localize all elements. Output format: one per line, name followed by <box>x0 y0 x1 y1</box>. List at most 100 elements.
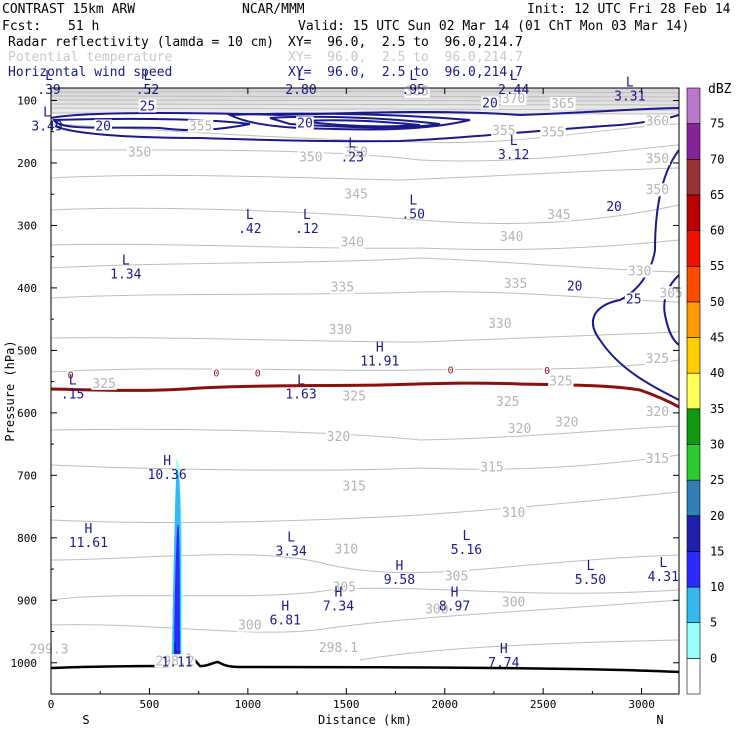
theta-label-bg <box>28 642 70 656</box>
theta-label: 298.2 <box>155 654 194 669</box>
colorbar-label: 35 <box>710 402 724 416</box>
theta-label: 355 <box>541 126 564 141</box>
colorbar-label: 25 <box>710 473 724 487</box>
theta-label: 335 <box>331 281 354 296</box>
colorbar-label: 70 <box>710 152 724 166</box>
colorbar-swatch <box>686 444 701 481</box>
zero-contour-label: 0 <box>213 369 219 380</box>
extremum-value: 9.58 <box>384 573 415 588</box>
colorbar-swatch <box>686 479 701 517</box>
theta-label-bg <box>644 404 671 418</box>
field-2-xy: XY= 96.0, 2.5 to 96.0,214.7 <box>288 50 523 65</box>
extremum-value: .95 <box>401 83 424 98</box>
y-tick-label: 700 <box>17 469 37 482</box>
zero-contour-line <box>51 381 679 409</box>
theta-label-bg <box>443 569 470 583</box>
extremum-value: 3.34 <box>276 544 307 559</box>
theta-label-bg <box>658 286 684 300</box>
theta-label: 350 <box>646 152 669 167</box>
colorbar-label: 0 <box>710 651 717 665</box>
extremum-value: .50 <box>401 208 424 223</box>
theta-label: 320 <box>646 405 669 420</box>
extremum-value: 7.34 <box>323 599 354 614</box>
zero-contour-label: 0 <box>544 366 550 377</box>
extremum-value: 7.74 <box>488 656 519 671</box>
fcst-label: Fcst: <box>2 19 42 34</box>
x-tick-label: 3000 <box>628 698 655 711</box>
colorbar-swatch <box>686 158 701 196</box>
zero-contour-label: 0 <box>448 366 454 377</box>
extremum-marker: L <box>462 529 470 544</box>
theta-label: 340 <box>500 230 523 245</box>
theta-label-bg <box>548 374 574 388</box>
zero-contour-label-bg <box>212 368 221 379</box>
theta-label: 360 <box>646 114 669 129</box>
extremum-value: 1.11 <box>161 656 192 671</box>
theta-label: 298.1 <box>319 641 358 656</box>
x-axis-left-end: S <box>82 713 89 727</box>
theta-label-bg <box>644 183 671 197</box>
colorbar-swatch <box>686 337 701 374</box>
theta-label-bg <box>126 145 153 159</box>
extremum-marker: L <box>144 69 152 84</box>
theta-label-bg <box>237 618 263 632</box>
theta-label: 310 <box>335 542 358 557</box>
colorbar-label: 65 <box>710 188 724 202</box>
extremum-marker: L <box>122 254 130 269</box>
theta-label-bg <box>325 429 352 443</box>
valid-time: Valid: 15 UTC Sun 02 Mar 14 (01 ChT Mon … <box>298 19 690 34</box>
theta-label: 320 <box>555 416 578 431</box>
theta-label-bg <box>154 654 196 668</box>
x-tick-label: 1000 <box>235 698 262 711</box>
y-tick-label: 800 <box>17 532 37 545</box>
theta-label-bg <box>644 451 671 465</box>
colorbar-swatch <box>686 515 701 552</box>
theta-label-bg <box>298 150 324 164</box>
extremum-value: 8.97 <box>439 599 470 614</box>
theta-label-bg <box>487 316 513 330</box>
colorbar-label: 20 <box>710 509 724 523</box>
theta-label: 350 <box>128 146 151 161</box>
extremum-marker: L <box>246 208 254 223</box>
theta-label: 325 <box>496 395 519 410</box>
org-name: NCAR/MMM <box>242 2 305 17</box>
theta-label-bg <box>540 125 566 139</box>
extremum-value: 10.36 <box>148 468 187 483</box>
colorbar-swatch <box>686 586 701 624</box>
theta-label: 325 <box>549 374 572 389</box>
colorbar-label: 40 <box>710 366 724 380</box>
colorbar-label: 60 <box>710 224 724 238</box>
colorbar-swatch <box>686 408 701 445</box>
theta-label: 315 <box>480 461 503 476</box>
colorbar-swatch <box>686 551 701 588</box>
extremum-value: .39 <box>37 83 60 98</box>
wind-speed-label-bg <box>481 96 499 110</box>
wind-speed-label: 20 <box>567 279 583 294</box>
theta-label: 350 <box>299 151 322 166</box>
theta-label: 365 <box>551 97 574 112</box>
wind-speed-contours <box>51 107 679 401</box>
colorbar-label: 5 <box>710 616 717 630</box>
theta-label: 340 <box>340 236 363 251</box>
theta-label-bg <box>500 91 527 105</box>
colorbar-label: 10 <box>710 580 724 594</box>
theta-label-bg <box>331 580 358 594</box>
theta-label: 320 <box>508 422 531 437</box>
theta-label: 325 <box>646 352 669 367</box>
y-tick-label: 900 <box>17 594 37 607</box>
theta-label: 330 <box>488 317 511 332</box>
extremum-marker: L <box>45 69 53 84</box>
theta-label: 299.3 <box>29 642 68 657</box>
field-2-name: Potential temperature <box>8 50 173 65</box>
colorbar-swatch <box>686 194 701 231</box>
theta-label-bg <box>317 641 359 655</box>
extremum-marker: H <box>376 340 384 355</box>
colorbar-swatch <box>686 301 701 338</box>
extremum-value: 11.91 <box>360 354 399 369</box>
extremum-marker: H <box>451 585 459 600</box>
zero-contour-label: 0 <box>255 369 261 380</box>
theta-label: 335 <box>504 277 527 292</box>
field-1-name: Radar reflectivity (lamda = 10 cm) <box>8 35 275 50</box>
theta-label-bg <box>502 276 529 290</box>
theta-label-bg <box>644 151 671 165</box>
